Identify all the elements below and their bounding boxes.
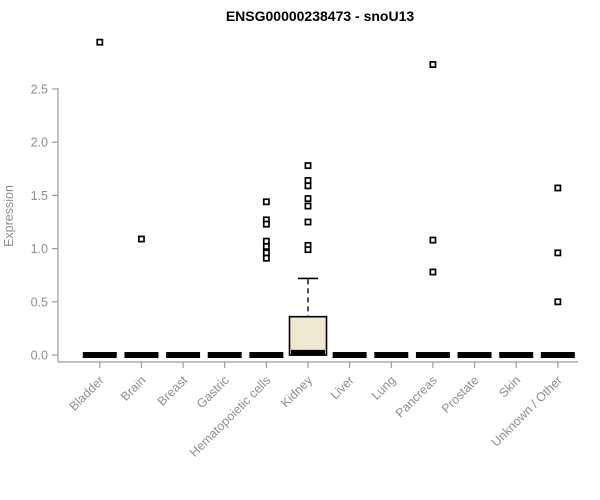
y-tick-label: 2.5 bbox=[31, 83, 48, 97]
x-tick-label: Brain bbox=[118, 373, 149, 404]
x-tick-label: Prostate bbox=[439, 373, 482, 416]
outlier-point bbox=[304, 202, 312, 210]
median-bar bbox=[415, 352, 450, 358]
median-bar bbox=[207, 352, 242, 358]
outlier-point bbox=[304, 177, 312, 184]
outlier-point bbox=[137, 235, 145, 243]
outlier-point bbox=[96, 38, 104, 46]
outlier-point bbox=[262, 254, 270, 262]
outlier-point bbox=[304, 246, 312, 254]
y-tick-label: 0.0 bbox=[31, 349, 48, 363]
median-bar bbox=[166, 352, 201, 358]
outlier-point bbox=[429, 61, 437, 68]
x-tick-label: Kidney bbox=[278, 373, 315, 410]
x-tick-label: Breast bbox=[155, 373, 191, 409]
y-tick-label: 0.5 bbox=[31, 295, 48, 309]
x-tick-label: Bladder bbox=[67, 373, 107, 413]
box bbox=[288, 315, 328, 356]
outlier-point bbox=[429, 236, 437, 244]
outlier-point bbox=[304, 162, 312, 170]
plot-area: 0.0 0.5 1.0 1.5 2.0 2.5 Bladder Brain Breast Gast… bbox=[31, 38, 578, 460]
y-axis-label: Expression bbox=[2, 185, 16, 247]
x-tick-label: Liver bbox=[328, 373, 357, 402]
x-tick-label: Pancreas bbox=[393, 373, 440, 420]
median-bar bbox=[332, 352, 367, 358]
x-tick-label: Hematopoietic cells bbox=[187, 373, 274, 460]
median-bar bbox=[124, 352, 159, 358]
median-bar bbox=[249, 352, 284, 358]
outlier-point bbox=[262, 220, 270, 228]
outlier-point bbox=[262, 237, 270, 245]
outlier-point bbox=[304, 218, 312, 226]
y-tick-label: 1.5 bbox=[31, 189, 48, 203]
x-tick-label: Skin bbox=[496, 373, 523, 400]
median-bar bbox=[540, 352, 575, 358]
chart-title: ENSG00000238473 - snoU13 bbox=[226, 8, 415, 24]
outlier-point bbox=[262, 243, 270, 250]
outlier-point bbox=[554, 184, 562, 192]
outlier-point bbox=[429, 268, 437, 276]
median-bar bbox=[374, 352, 409, 358]
median-bar bbox=[499, 352, 534, 358]
y-tick-label: 2.0 bbox=[31, 136, 48, 150]
outlier-point bbox=[304, 195, 312, 203]
x-tick-label: Lung bbox=[369, 373, 399, 403]
x-tick-label: Unknown / Other bbox=[489, 373, 565, 449]
outlier-point bbox=[554, 298, 562, 306]
median-bar bbox=[291, 349, 325, 356]
outlier-point bbox=[554, 249, 562, 257]
median-bar bbox=[457, 352, 492, 358]
outlier-point bbox=[262, 249, 270, 257]
outlier-point bbox=[304, 182, 312, 190]
x-tick-label: Gastric bbox=[194, 373, 232, 411]
median-bar bbox=[82, 352, 117, 358]
y-tick-label: 1.0 bbox=[31, 242, 48, 256]
outlier-point bbox=[262, 198, 270, 206]
